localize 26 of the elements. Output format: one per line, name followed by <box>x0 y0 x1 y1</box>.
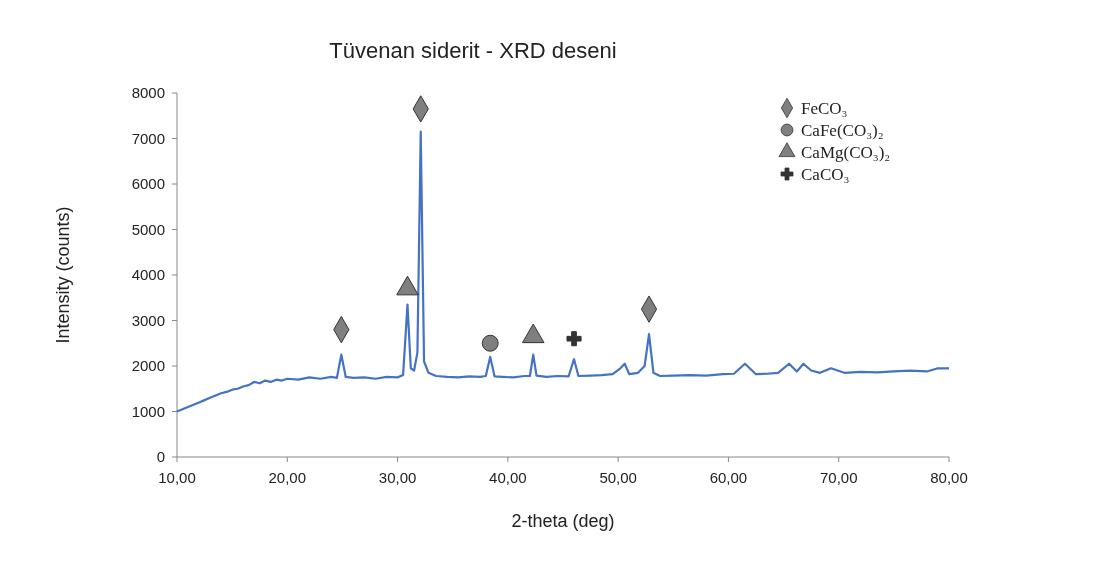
x-tick-label: 30,00 <box>378 469 417 486</box>
chart-title: Tüvenan siderit - XRD deseni <box>329 38 617 63</box>
legend-label: CaCO₃ <box>801 164 850 184</box>
legend-label: FeCO₃ <box>801 98 848 118</box>
y-tick-label: 3000 <box>131 311 165 329</box>
x-tick-label: 50,00 <box>599 469 637 486</box>
point <box>566 331 582 347</box>
y-tick-label: 7000 <box>131 129 165 147</box>
x-axis-title: 2-theta (deg) <box>511 511 615 531</box>
y-tick-label: 4000 <box>131 266 165 284</box>
x-tick-label: 40,00 <box>489 469 527 486</box>
point <box>481 334 499 352</box>
y-tick-label: 8000 <box>131 84 165 102</box>
legend-label: CaMg(CO₃)₂ <box>801 142 891 162</box>
x-tick-label: 80,00 <box>930 469 968 486</box>
x-tick-label: 20,00 <box>268 469 307 486</box>
x-tick-label: 70,00 <box>819 469 858 486</box>
y-tick-label: 0 <box>156 448 165 466</box>
y-tick-label: 1000 <box>131 402 165 420</box>
legend-label: CaFe(CO₃)₂ <box>801 120 884 140</box>
x-tick-label: 10,00 <box>158 469 196 486</box>
y-tick-label: 6000 <box>131 175 165 193</box>
y-axis-title: Intensity (counts) <box>53 206 73 344</box>
y-tick-label: 5000 <box>131 220 165 238</box>
x-tick-label: 60,00 <box>709 469 748 486</box>
y-tick-label: 2000 <box>131 357 165 375</box>
